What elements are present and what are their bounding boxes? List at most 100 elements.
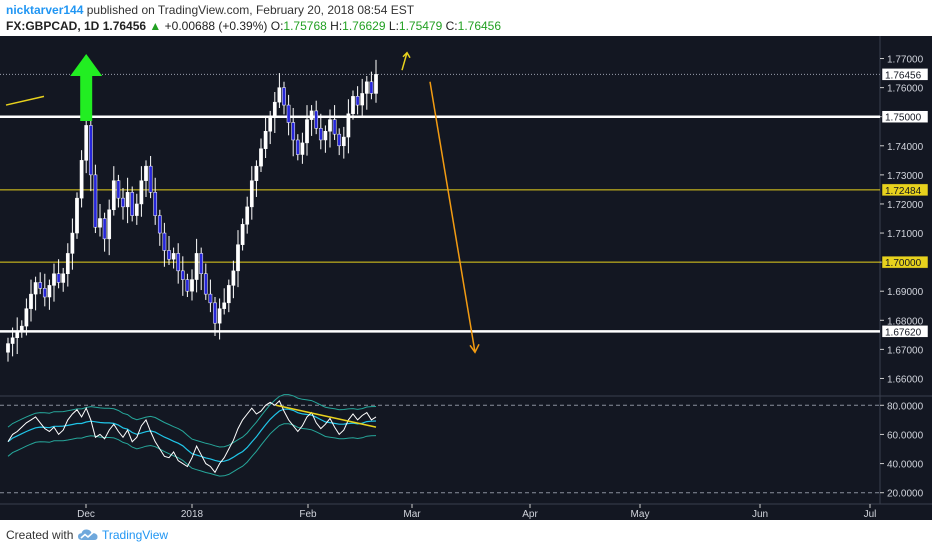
- price-tick-label: 1.67000: [887, 345, 924, 356]
- candle-down: [199, 253, 204, 275]
- low-value: 1.75479: [398, 19, 443, 33]
- candle-down: [213, 302, 217, 324]
- green-arrow-head: [70, 54, 103, 76]
- candle-up: [341, 136, 346, 147]
- rsi-tick-label: 80.0000: [887, 401, 924, 412]
- candle-up: [374, 74, 378, 94]
- time-tick-label: 2018: [181, 509, 204, 520]
- orange-projection-line: [429, 81, 476, 353]
- candles-layer: [6, 59, 378, 362]
- price-label-box: [881, 110, 929, 123]
- high-value: 1.76629: [342, 19, 386, 33]
- candle-up: [249, 180, 254, 208]
- candle-up: [29, 293, 33, 309]
- candle-up: [84, 125, 89, 161]
- green-arrow-shaft: [80, 71, 93, 121]
- candle-up: [171, 253, 176, 260]
- low-label: L:: [388, 19, 399, 33]
- candle-down: [93, 174, 98, 228]
- candle-up: [79, 160, 84, 199]
- candle-up: [144, 165, 148, 181]
- candle-down: [332, 119, 337, 135]
- candle-down: [153, 192, 158, 216]
- change-value: +0.00688 (+0.39%): [164, 19, 268, 33]
- candle-up: [259, 148, 263, 167]
- candle-up: [231, 270, 236, 286]
- candle-down: [116, 180, 121, 199]
- tradingview-brand-link[interactable]: TradingView: [102, 528, 169, 542]
- close-label: C:: [445, 19, 458, 33]
- ohlc-line: FX:GBPCAD, 1D 1.76456 ▲ +0.00688 (+0.39%…: [6, 19, 501, 33]
- candle-up: [245, 206, 250, 225]
- candle-up: [6, 343, 10, 353]
- candle-up: [328, 119, 332, 132]
- candle-up: [268, 116, 273, 132]
- candle-down: [148, 165, 153, 193]
- price-label: 1.75000: [885, 113, 922, 124]
- candle-up: [254, 165, 259, 181]
- candle-down: [291, 122, 296, 141]
- candle-up: [240, 224, 245, 245]
- time-tick-label: May: [631, 509, 650, 520]
- time-tick-label: Mar: [403, 509, 421, 520]
- price-label-box: [881, 255, 929, 269]
- rsi-tick-label: 60.0000: [887, 430, 924, 441]
- price-tick-label: 1.68000: [887, 316, 924, 327]
- tradingview-cloud-icon[interactable]: [77, 527, 99, 543]
- candle-down: [318, 128, 323, 141]
- time-axis: Dec 2018 Feb Mar Apr May Jun Jul: [77, 504, 876, 520]
- symbol-label[interactable]: FX:GBPCAD, 1D: [6, 19, 100, 33]
- candle-up: [10, 337, 15, 344]
- price-label: 1.67620: [885, 327, 922, 338]
- published-text: published on TradingView.com, February 2…: [86, 3, 415, 17]
- candle-up: [222, 302, 227, 309]
- candle-up: [277, 87, 282, 103]
- candle-down: [121, 197, 125, 208]
- price-tick-label: 1.66000: [887, 374, 924, 385]
- candle-down: [282, 87, 286, 106]
- candle-up: [360, 93, 365, 106]
- author-link[interactable]: nicktarver144: [6, 3, 84, 17]
- price-axis: 1.77000 1.76000 1.75000 1.74000 1.73000 1.720…: [880, 55, 929, 385]
- candle-down: [162, 232, 167, 251]
- open-label: O:: [270, 19, 284, 33]
- candle-up: [346, 113, 351, 138]
- yellow-arrow-up-icon: [402, 51, 411, 59]
- candle-down: [157, 215, 162, 234]
- annotations-layer: [5, 51, 480, 354]
- rsi-pane: 80.0000 60.0000 40.0000 20.0000: [0, 394, 924, 500]
- price-label-box: [881, 325, 929, 338]
- candle-up: [272, 101, 277, 117]
- candle-down: [355, 96, 360, 106]
- price-tick-label: 1.71000: [887, 229, 924, 240]
- last-price: 1.76456: [102, 19, 147, 33]
- candle-down: [208, 293, 213, 304]
- chart-header: nicktarver144 published on TradingView.c…: [0, 0, 932, 36]
- candle-up: [364, 81, 369, 94]
- candle-up: [111, 180, 116, 211]
- candle-up: [70, 232, 75, 254]
- candle-up: [263, 131, 268, 149]
- candle-down: [42, 288, 47, 298]
- candle-up: [190, 279, 194, 292]
- price-tick-label: 1.76000: [887, 84, 924, 95]
- footer: Created with TradingView: [0, 520, 932, 550]
- time-tick-label: Apr: [522, 509, 538, 520]
- publish-line: nicktarver144 published on TradingView.c…: [6, 3, 414, 17]
- candle-down: [130, 192, 135, 216]
- price-tick-label: 1.69000: [887, 287, 924, 298]
- rsi-lower-bb-line: [7, 423, 377, 477]
- candle-up: [47, 285, 52, 298]
- rsi-line: [7, 400, 377, 474]
- rsi-upper-bb-line: [7, 394, 377, 448]
- grid-layer: [0, 36, 932, 505]
- candle-up: [300, 142, 305, 155]
- time-tick-label: Jun: [752, 509, 768, 520]
- close-value: 1.76456: [457, 19, 502, 33]
- candle-up: [139, 180, 144, 205]
- chart-area[interactable]: 80.0000 60.0000 40.0000 20.0000 1.77000 1.76…: [0, 36, 932, 520]
- chart-svg[interactable]: 80.0000 60.0000 40.0000 20.0000 1.77000 1.76…: [0, 36, 932, 520]
- price-tick-label: 1.74000: [887, 142, 924, 153]
- time-tick-label: Dec: [77, 509, 95, 520]
- price-tick-label: 1.72000: [887, 200, 924, 211]
